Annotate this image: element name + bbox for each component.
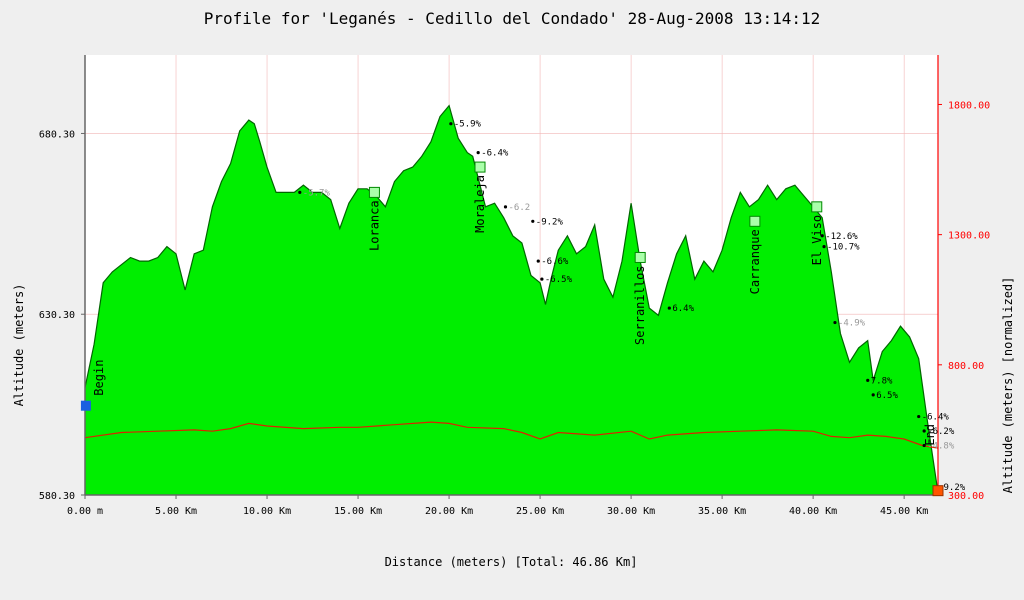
grade-point <box>298 190 302 194</box>
waypoint-label: Loranca <box>367 200 381 251</box>
x-tick-label: 30.00 Km <box>607 506 655 517</box>
y2-tick-label: 1300.00 <box>948 231 990 242</box>
begin-marker <box>80 400 91 411</box>
waypoint-label: Carranque <box>748 229 762 294</box>
waypoint-label: End <box>923 424 937 446</box>
grade-point <box>531 219 535 223</box>
grade-label: -4.8% <box>927 441 955 451</box>
grade-label: 6.5% <box>876 391 898 401</box>
grade-point <box>503 205 508 209</box>
grade-point <box>820 234 824 238</box>
waypoint-marker <box>811 201 823 213</box>
waypoint-marker <box>634 251 646 263</box>
grade-point <box>476 151 480 155</box>
waypoint-markers: -5.7% -5.9% -6.4% -6.2 -9.2% -6.6% -6.5% 6.4% -1… <box>80 120 966 497</box>
grade-point <box>871 393 875 397</box>
end-marker <box>932 485 944 497</box>
y2-axis-label: Altitude (meters) [normalized] <box>1001 277 1015 494</box>
grade-label: -10.7% <box>827 243 860 253</box>
waypoint-label: Begin <box>92 360 106 396</box>
grade-label: 6.4% <box>672 304 694 314</box>
chart-title: Profile for 'Leganés - Cedillo del Conda… <box>204 9 821 28</box>
y-axis-label: Altitude (meters) <box>12 284 26 407</box>
grade-point <box>540 277 544 281</box>
grade-point <box>922 429 926 433</box>
terrain-area <box>85 105 938 495</box>
grade-label: -6.4% <box>481 149 509 159</box>
x-axis-label: Distance (meters) [Total: 46.86 Km] <box>385 555 638 569</box>
x-tick-label: 15.00 Km <box>334 506 382 517</box>
y2-tick-label: 300.00 <box>948 491 984 502</box>
grade-label: -6.4% <box>922 413 950 423</box>
terrain-outline <box>84 104 939 493</box>
grade-label: -6.2% <box>927 427 955 437</box>
x-tick-label: 40.00 Km <box>789 506 837 517</box>
y-tick-label: 680.30 <box>39 129 75 140</box>
grade-point <box>917 414 921 419</box>
waypoint-marker <box>368 186 380 198</box>
x-tick-label: 5.00 Km <box>155 506 197 517</box>
grade-label: -4.9% <box>838 319 866 329</box>
x-tick-label: 10.00 Km <box>243 506 291 517</box>
y-tick-label: 580.30 <box>39 491 75 502</box>
grade-point <box>866 378 870 382</box>
grade-label: -9.2% <box>536 217 564 227</box>
grade-label: -6.5% <box>545 275 573 285</box>
grade-point <box>833 320 837 325</box>
grade-point <box>536 259 540 263</box>
x-tick-label: 25.00 Km <box>516 506 564 517</box>
waypoint-label: El Viso <box>810 215 824 266</box>
x-tick-label: 45.00 Km <box>880 506 928 517</box>
grade-point <box>667 306 671 310</box>
grade-label: -5.9% <box>454 120 482 130</box>
grade-label: -6.6% <box>541 257 569 267</box>
data-layer <box>84 104 939 495</box>
grade-point <box>822 245 826 249</box>
waypoint-marker <box>474 161 486 173</box>
waypoint-marker <box>749 215 761 227</box>
waypoint-label: Serranillos <box>633 265 647 344</box>
y2-tick-label: 800.00 <box>948 361 984 372</box>
grade-label: 7.8% <box>871 376 893 386</box>
tick-labels: 0.00 m 5.00 Km 10.00 Km 15.00 Km 20.00 Km 25.… <box>39 100 990 517</box>
grade-label: -12.6% <box>825 232 858 242</box>
grade-point <box>922 443 926 448</box>
grade-label: -5.7% <box>303 188 331 198</box>
y-tick-label: 630.30 <box>39 310 75 321</box>
grade-label: -6.2 <box>508 203 530 213</box>
x-tick-label: 20.00 Km <box>425 506 473 517</box>
y2-tick-label: 1800.00 <box>948 100 990 111</box>
normalized-altitude-line <box>84 421 939 449</box>
waypoint-label: Moraleja <box>473 175 487 233</box>
grade-point <box>449 122 453 126</box>
axes <box>84 55 939 496</box>
x-tick-label: 0.00 m <box>67 506 103 517</box>
grade-label: -9.2% <box>938 483 966 493</box>
x-tick-label: 35.00 Km <box>698 506 746 517</box>
